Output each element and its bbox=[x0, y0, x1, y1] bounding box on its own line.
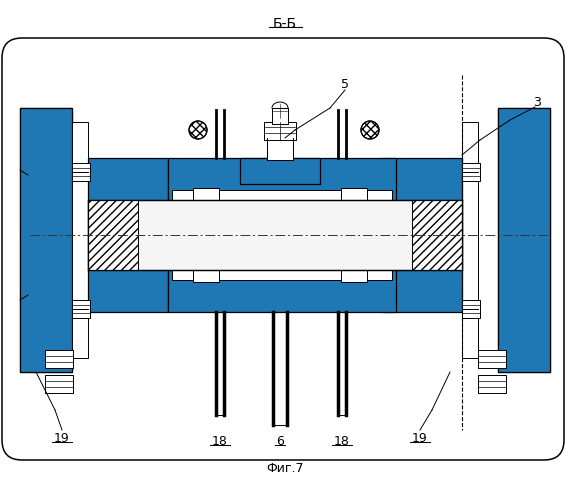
Bar bbox=[193, 188, 219, 202]
Bar bbox=[382, 158, 462, 188]
FancyBboxPatch shape bbox=[2, 38, 564, 460]
Bar bbox=[88, 188, 104, 282]
Bar bbox=[88, 200, 462, 270]
Bar bbox=[341, 188, 367, 202]
Text: 3: 3 bbox=[533, 96, 541, 108]
Text: 18: 18 bbox=[334, 435, 350, 448]
Bar bbox=[193, 268, 219, 282]
Text: Б-Б: Б-Б bbox=[273, 17, 297, 31]
Bar bbox=[197, 200, 215, 208]
Bar bbox=[240, 158, 320, 184]
Bar bbox=[168, 280, 396, 312]
Bar bbox=[462, 163, 480, 181]
Bar bbox=[462, 300, 480, 318]
Bar bbox=[341, 268, 367, 282]
Polygon shape bbox=[272, 102, 288, 108]
Bar bbox=[498, 108, 550, 372]
Bar bbox=[498, 108, 550, 372]
Bar bbox=[88, 200, 138, 270]
Bar bbox=[382, 282, 462, 312]
Circle shape bbox=[189, 121, 207, 139]
Bar bbox=[45, 375, 73, 393]
Bar bbox=[240, 158, 320, 184]
Text: 19: 19 bbox=[412, 432, 428, 445]
Bar bbox=[72, 163, 90, 181]
Bar bbox=[345, 262, 363, 270]
Bar bbox=[152, 188, 168, 282]
Bar bbox=[462, 122, 478, 358]
Text: 5: 5 bbox=[341, 78, 349, 92]
Bar bbox=[20, 108, 72, 372]
Bar bbox=[478, 375, 506, 393]
Bar bbox=[88, 282, 168, 312]
Bar bbox=[345, 200, 363, 208]
Bar bbox=[20, 108, 72, 372]
Circle shape bbox=[361, 121, 379, 139]
Bar bbox=[45, 350, 73, 368]
Text: 18: 18 bbox=[212, 435, 228, 448]
Bar bbox=[382, 158, 462, 312]
Bar bbox=[88, 158, 168, 188]
Circle shape bbox=[361, 121, 379, 139]
Bar bbox=[172, 190, 392, 280]
Bar bbox=[168, 158, 396, 190]
Bar bbox=[264, 122, 296, 140]
Text: 19: 19 bbox=[54, 432, 70, 445]
Bar bbox=[382, 188, 398, 282]
Bar bbox=[267, 138, 293, 160]
Bar bbox=[72, 122, 88, 358]
Bar bbox=[446, 188, 462, 282]
Bar bbox=[478, 350, 506, 368]
Bar bbox=[88, 158, 168, 312]
Text: 6: 6 bbox=[276, 435, 284, 448]
Bar bbox=[197, 262, 215, 270]
Text: Фиг.7: Фиг.7 bbox=[266, 462, 304, 475]
Bar bbox=[272, 108, 288, 124]
Bar bbox=[412, 200, 462, 270]
Circle shape bbox=[189, 121, 207, 139]
Bar bbox=[168, 158, 396, 312]
Bar bbox=[72, 300, 90, 318]
